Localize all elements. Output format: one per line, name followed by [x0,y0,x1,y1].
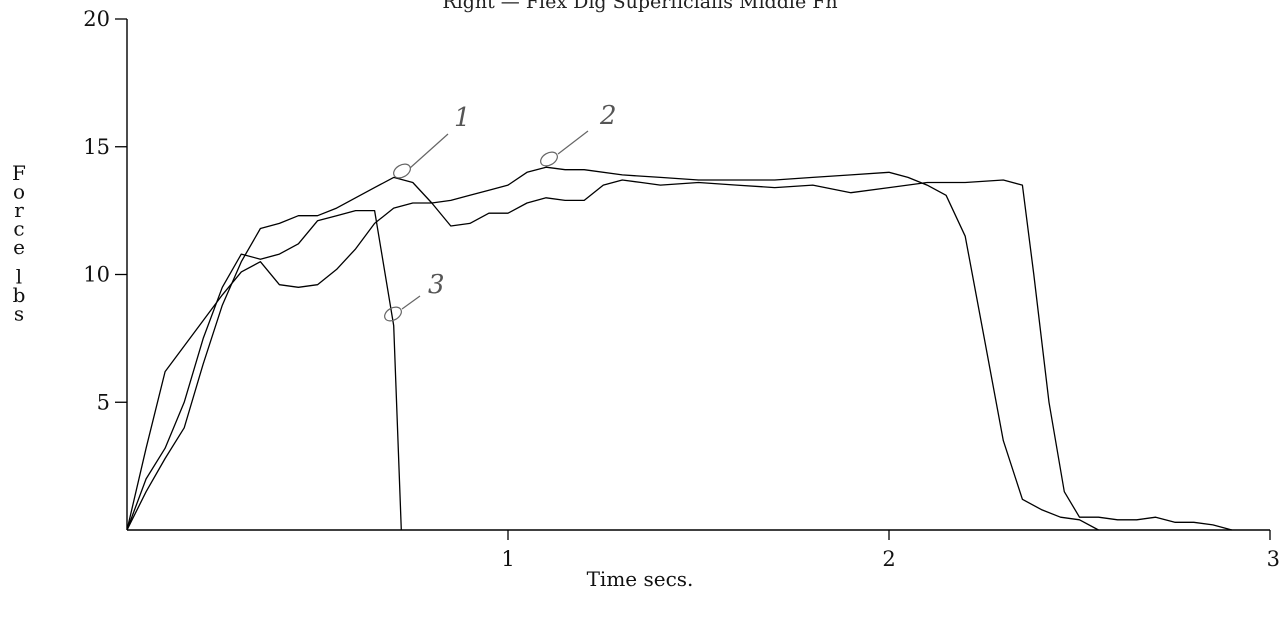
series-line-2 [126,166,1099,531]
annotation-label: 2 [599,101,617,131]
chart-title: Right — Flex Dig Superficialis Middle Fn [442,0,837,13]
annotation-circle [540,151,558,167]
hand-annotations: 1 2 3 [384,101,617,322]
x-axis-label: Time secs. [587,567,694,591]
x-tick-label: 1 [501,547,514,571]
y-tick-label: 5 [97,390,110,414]
y-tick-label: 10 [83,263,110,287]
annotation-pointer [557,130,589,155]
series-line-1 [126,209,402,531]
annotation-circle [393,163,411,179]
axes [126,19,1270,531]
series-line-3 [126,179,1233,531]
data-series [126,166,1233,531]
annotation-label: 3 [428,270,445,300]
annotation-pointer [409,133,449,169]
axis-ticks: 5 10 15 20 1 2 3 [83,7,1280,571]
annotation-label: 1 [454,103,471,133]
y-tick-label: 15 [83,135,110,159]
x-tick-label: 3 [1267,547,1280,571]
annotation-pointer [401,295,421,310]
x-tick-label: 2 [882,547,895,571]
annotation-circle [384,306,402,322]
y-tick-label: 20 [83,7,110,31]
